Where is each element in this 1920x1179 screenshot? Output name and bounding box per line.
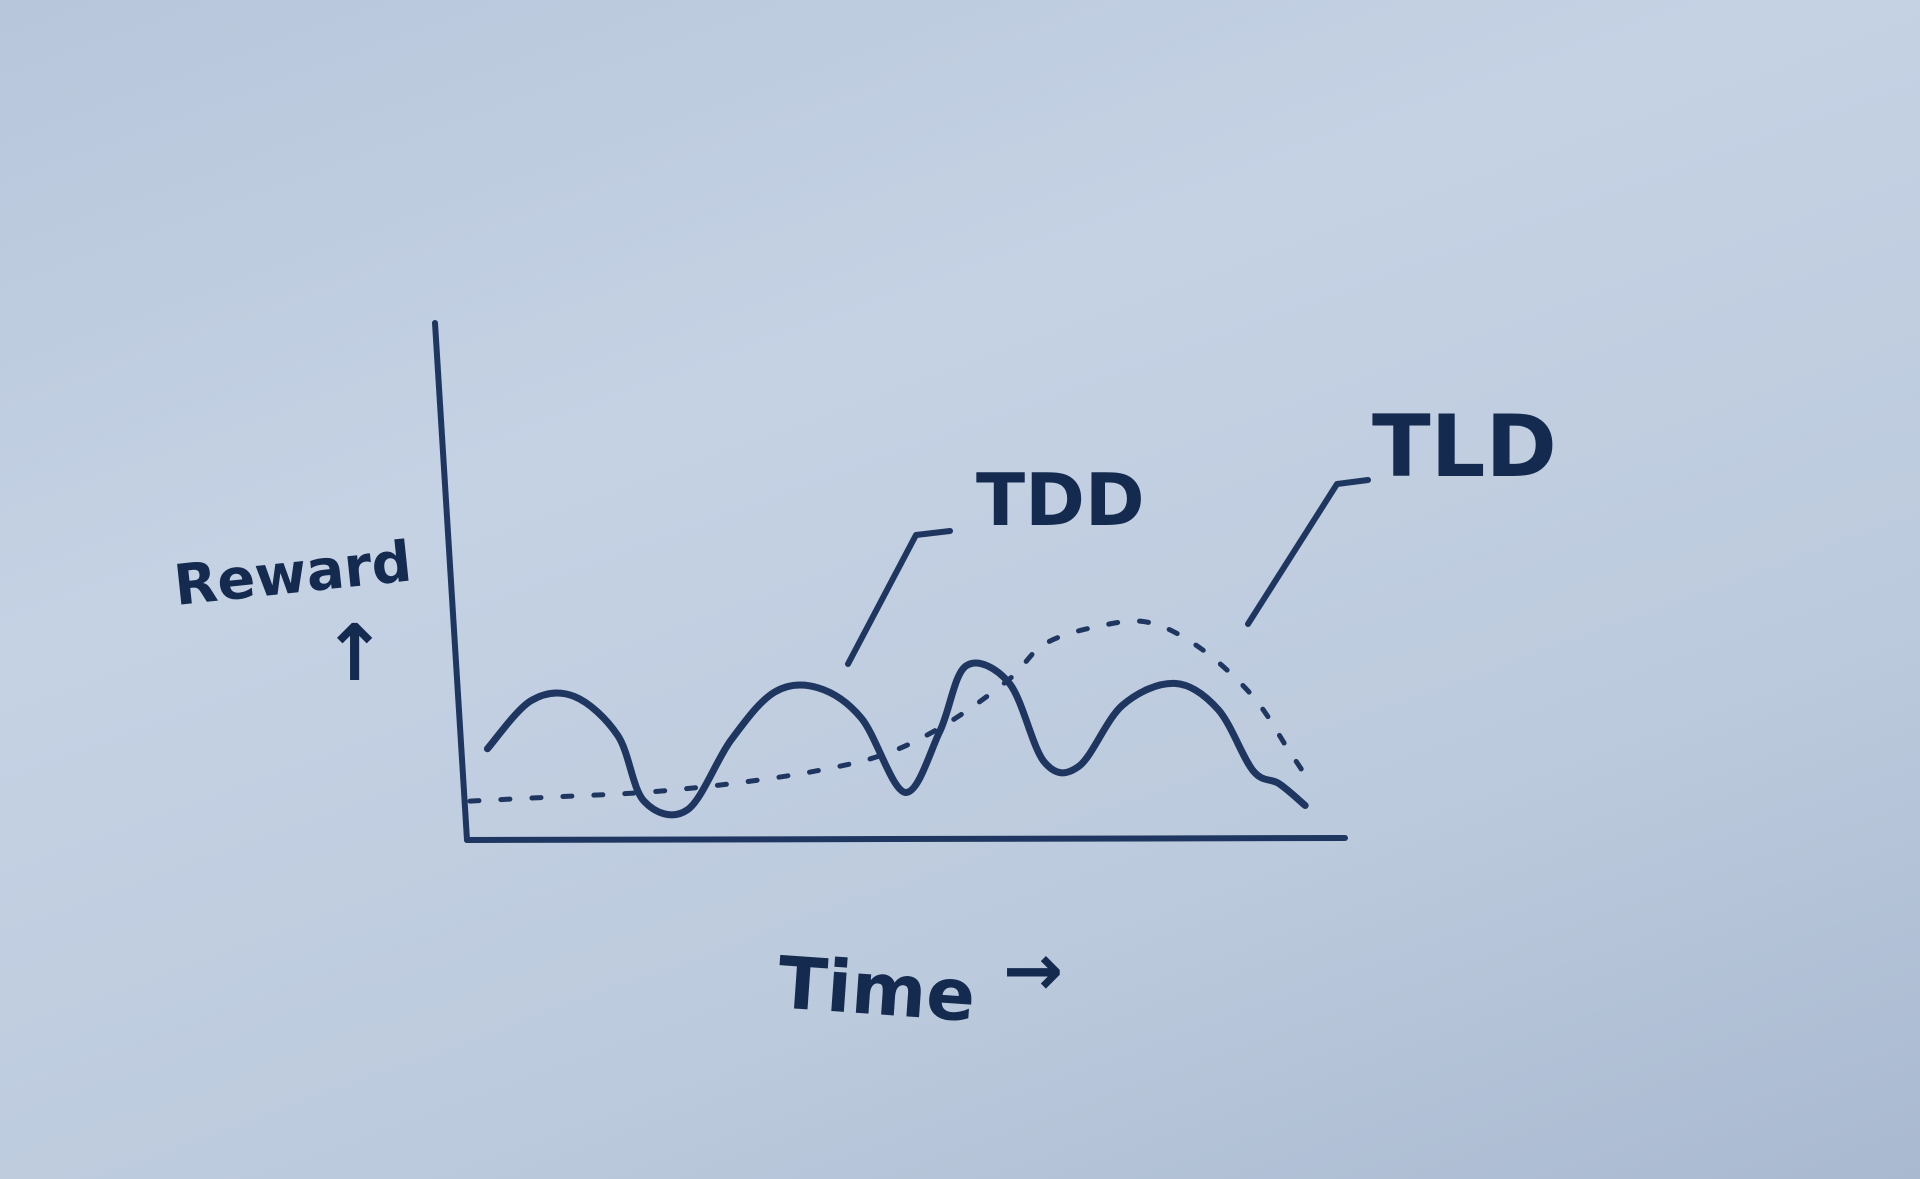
- series-line-tld: [467, 618, 1308, 804]
- annotation-tdd-leader: [845, 528, 953, 667]
- x-axis-label: Time: [775, 940, 978, 1038]
- x-axis-line: [464, 835, 1348, 843]
- x-axis-arrow: →: [1003, 928, 1063, 1012]
- plot-area: [467, 618, 1309, 819]
- y-axis-label: Reward: [171, 529, 415, 619]
- annotation-tdd-label: TDD: [976, 458, 1145, 542]
- annotation-tld-label: TLD: [1372, 397, 1557, 497]
- y-axis-line: [432, 320, 470, 843]
- annotation-tld-leader: [1245, 477, 1371, 627]
- y-axis-arrow: ↑: [322, 609, 387, 699]
- series-line-tdd: [483, 659, 1309, 819]
